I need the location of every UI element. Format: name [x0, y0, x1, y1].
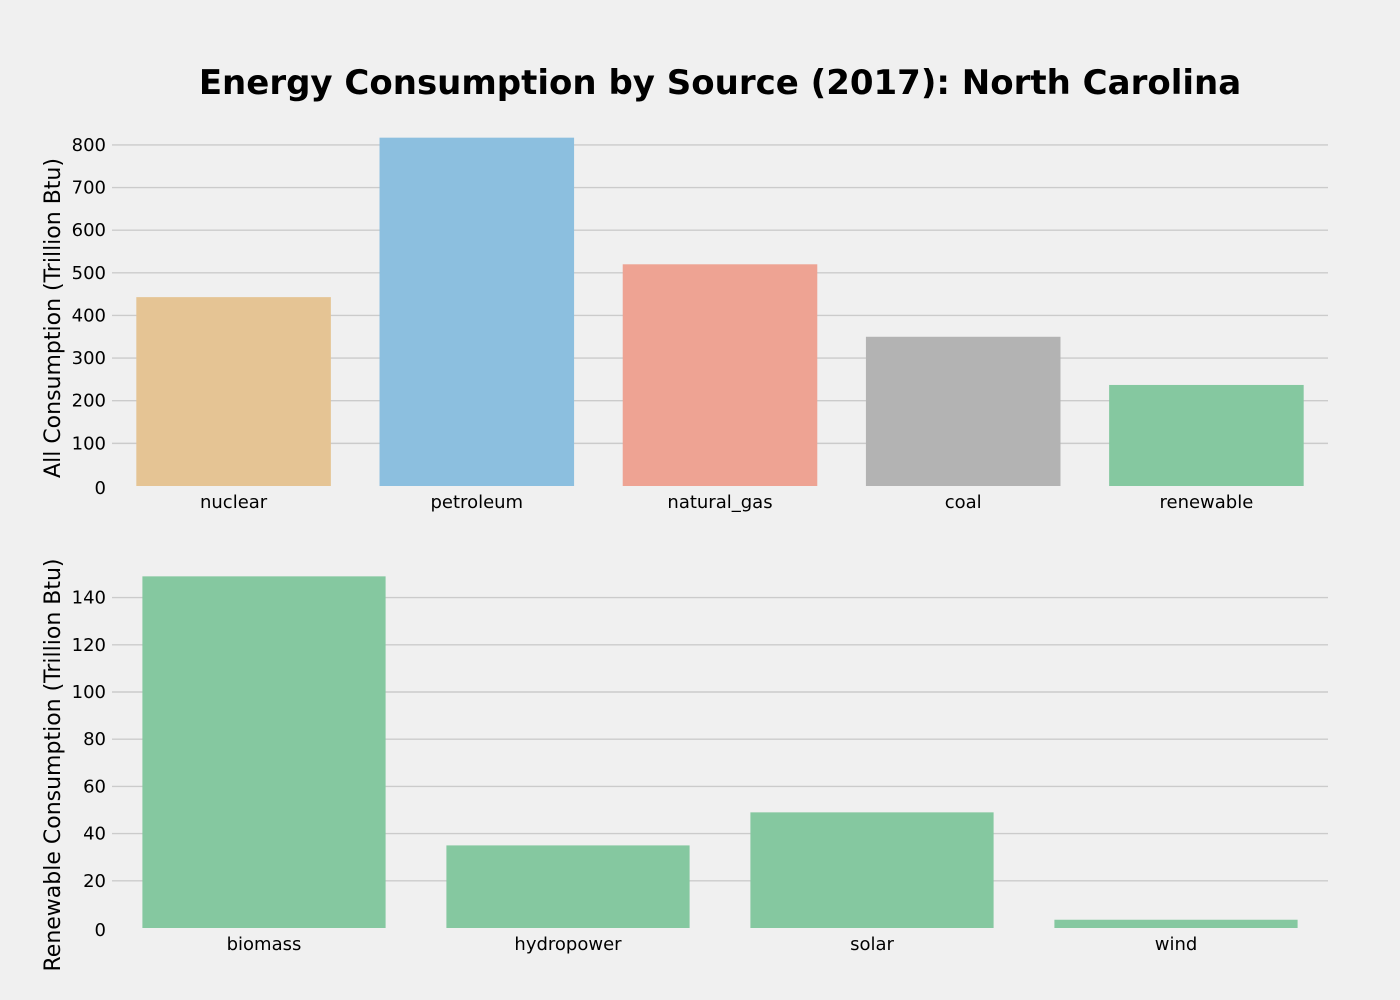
- x-tick-label-biomass: biomass: [227, 934, 302, 955]
- y-tick-label: 120: [72, 635, 106, 656]
- x-tick-label-coal: coal: [945, 492, 982, 513]
- y-tick-label: 800: [72, 135, 106, 156]
- x-tick-label-petroleum: petroleum: [431, 492, 524, 513]
- bar-renewable: [1109, 384, 1304, 486]
- y-tick-label: 100: [72, 682, 106, 703]
- y-tick-label: 700: [72, 178, 106, 199]
- bar-nuclear: [136, 297, 331, 486]
- bar-natural_gas: [622, 264, 818, 486]
- bar-hydropower: [446, 845, 690, 928]
- y-tick-label: 100: [72, 433, 106, 454]
- bar-petroleum: [379, 137, 575, 486]
- chart-title: Energy Consumption by Source (2017): Nor…: [199, 63, 1241, 103]
- x-tick-label-renewable: renewable: [1159, 492, 1253, 513]
- y-tick-label: 60: [83, 776, 106, 797]
- y-tick-label: 20: [83, 871, 106, 892]
- y-tick-label: 0: [95, 478, 106, 499]
- y-tick-label: 500: [72, 263, 106, 284]
- y-tick-label: 40: [83, 824, 106, 845]
- bar-solar: [750, 812, 994, 928]
- y-tick-label: 300: [72, 348, 106, 369]
- x-tick-label-hydropower: hydropower: [514, 934, 622, 955]
- x-tick-label-nuclear: nuclear: [200, 492, 268, 513]
- x-tick-label-solar: solar: [850, 934, 894, 955]
- y-tick-label: 200: [72, 391, 106, 412]
- x-tick-label-wind: wind: [1155, 934, 1198, 955]
- x-tick-label-natural_gas: natural_gas: [667, 492, 772, 513]
- y-tick-label: 400: [72, 305, 106, 326]
- y-axis-label: All Consumption (Trillion Btu): [41, 158, 66, 478]
- y-tick-label: 600: [72, 220, 106, 241]
- y-tick-label: 80: [83, 729, 106, 750]
- bar-wind: [1054, 919, 1298, 928]
- y-tick-label: 140: [72, 588, 106, 609]
- bottom-chart-renewables: 0 20 40 60 80 100 120 140 biomass hydropower solar…: [41, 558, 1328, 972]
- bar-coal: [865, 336, 1061, 486]
- top-chart-all-sources: 0 100 200 300 400 500 600 700 800 nuclear petroleu…: [41, 135, 1328, 513]
- bar-biomass: [142, 576, 386, 928]
- y-tick-label: 0: [95, 920, 106, 941]
- y-axis-label: Renewable Consumption (Trillion Btu): [41, 558, 66, 971]
